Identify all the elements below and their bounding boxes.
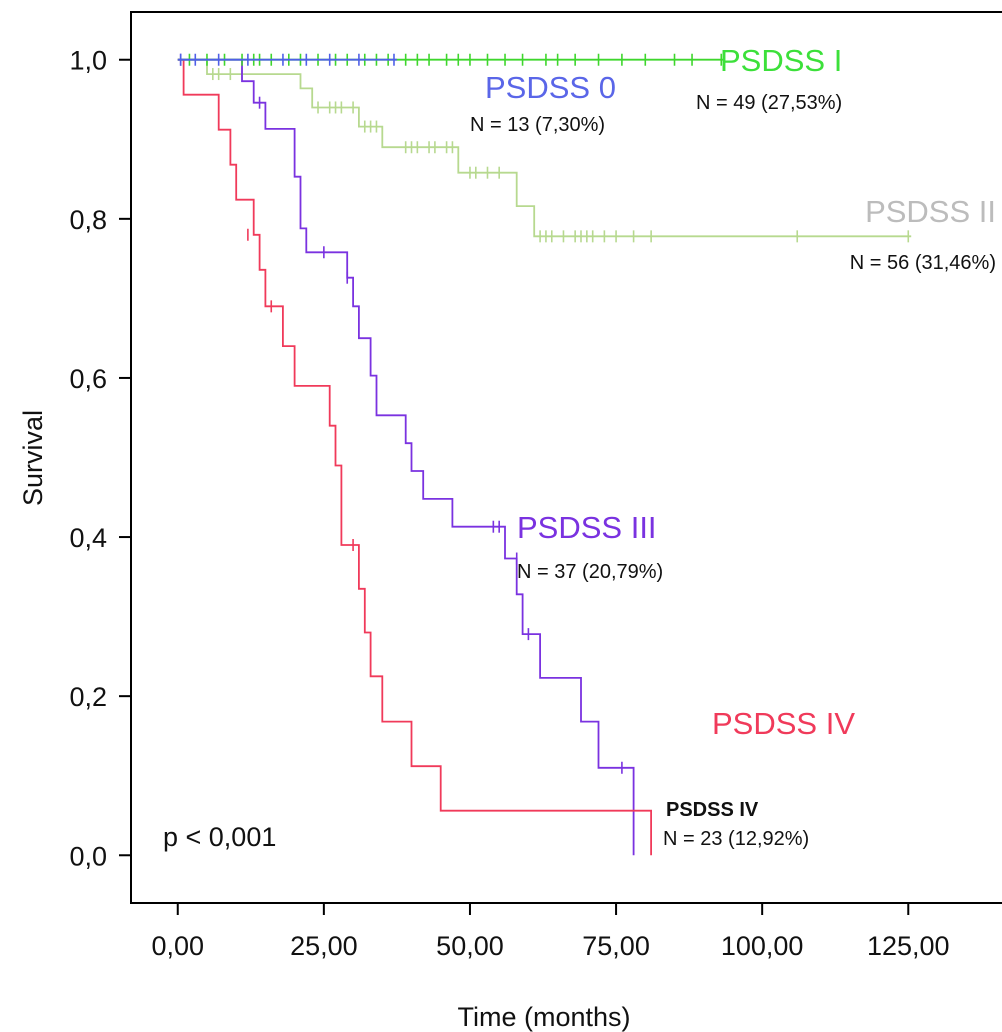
group-name-label: PSDSS IV [712,706,855,741]
x-tick-label: 75,00 [582,931,650,961]
series-psdss-iv [177,58,652,856]
survival-curve [177,58,652,856]
n-count-label: N = 13 (7,30%) [470,114,605,136]
x-tick-label: 50,00 [436,931,504,961]
group-name-label: PSDSS II [865,194,996,229]
series-layer [177,53,912,856]
group-name-label: PSDSS III [517,510,657,545]
p-value: p < 0,001 [163,822,276,852]
y-tick-label: 1,0 [69,46,107,76]
n-count-label: N = 49 (27,53%) [696,92,842,114]
series-psdss-ii [177,58,912,243]
group-name-label: PSDSS IV [666,799,759,821]
series-psdss-iii [177,53,635,856]
x-tick-label: 100,00 [721,931,804,961]
survival-curve [177,58,635,856]
x-axis-title: Time (months) [457,1002,630,1032]
series-psdss-0 [177,53,397,66]
x-tick-label: 0,00 [151,931,204,961]
n-count-label: N = 23 (12,92%) [663,828,809,850]
y-axis-title: Survival [18,410,48,506]
group-name-label: PSDSS 0 [485,70,616,105]
x-tick-label: 125,00 [867,931,950,961]
y-tick-label: 0,8 [69,205,107,235]
n-count-label: N = 37 (20,79%) [517,561,663,583]
n-count-label: N = 56 (31,46%) [850,252,996,274]
x-tick-label: 25,00 [290,931,358,961]
plot-frame [130,11,1002,904]
x-axis: 0,00 25,00 50,00 75,00 100,00 125,00 [151,903,950,961]
y-tick-label: 0,4 [69,523,107,553]
y-tick-label: 0,6 [69,364,107,394]
curve-labels: PSDSS I N = 49 (27,53%) PSDSS 0 N = 13 (7,3… [470,43,996,850]
y-tick-label: 0,2 [69,682,107,712]
group-name-label: PSDSS I [720,43,842,78]
y-tick-label: 0,0 [69,841,107,871]
y-axis: 0,0 0,2 0,4 0,6 0,8 1,0 [69,46,131,871]
